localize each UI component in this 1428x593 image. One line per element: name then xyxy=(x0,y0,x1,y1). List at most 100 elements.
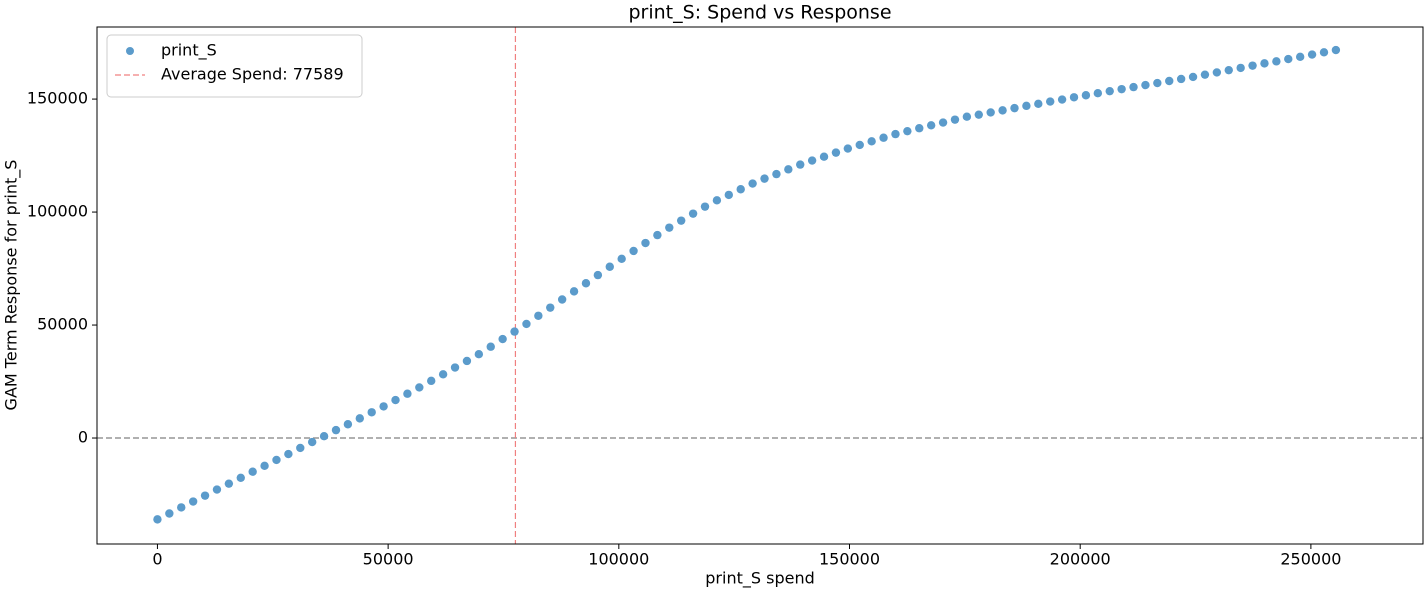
point xyxy=(1224,65,1233,75)
point xyxy=(260,461,269,471)
point xyxy=(879,133,888,142)
point xyxy=(1236,63,1245,73)
point xyxy=(1069,93,1079,102)
point xyxy=(1307,50,1317,59)
point xyxy=(224,479,234,488)
point xyxy=(986,108,995,117)
point xyxy=(855,140,864,150)
point xyxy=(1200,70,1210,79)
point xyxy=(427,376,436,386)
x-axis-label: print_S spend xyxy=(705,569,814,589)
legend-label: Average Spend: 77589 xyxy=(161,65,344,84)
point xyxy=(450,363,460,372)
point xyxy=(665,223,674,232)
point xyxy=(819,152,829,161)
point xyxy=(724,190,734,200)
point xyxy=(486,342,495,351)
point xyxy=(938,118,948,127)
point xyxy=(998,106,1007,115)
point xyxy=(248,467,257,476)
point xyxy=(962,112,972,121)
point xyxy=(510,327,519,336)
y-tick-label: 150000 xyxy=(27,89,88,108)
point xyxy=(760,174,769,183)
point xyxy=(1212,68,1222,77)
x-tick-label: 150000 xyxy=(819,550,880,569)
point xyxy=(474,349,484,359)
point xyxy=(617,254,626,264)
plot-frame xyxy=(96,26,1424,545)
x-tick-label: 0 xyxy=(152,550,162,569)
point xyxy=(1176,74,1186,84)
point xyxy=(926,121,936,130)
point xyxy=(629,246,638,256)
legend: print_S Average Spend: 77589 xyxy=(106,34,363,98)
point xyxy=(1331,45,1341,55)
point xyxy=(534,311,543,320)
point xyxy=(367,408,376,417)
point xyxy=(593,270,603,280)
point xyxy=(676,216,686,225)
point xyxy=(641,238,650,248)
point xyxy=(569,287,579,296)
point xyxy=(1057,95,1067,104)
point xyxy=(1153,78,1162,88)
x-tick-label: 250000 xyxy=(1280,550,1341,569)
point xyxy=(605,262,614,271)
point xyxy=(1034,99,1043,109)
point xyxy=(1165,76,1174,86)
y-tick-label: 0 xyxy=(78,428,88,447)
point xyxy=(296,443,305,453)
point xyxy=(1010,103,1019,113)
point xyxy=(796,160,805,169)
point xyxy=(498,334,507,344)
point xyxy=(581,279,591,288)
point xyxy=(1272,57,1281,66)
point xyxy=(236,473,245,482)
point xyxy=(188,497,198,506)
x-tick-label: 100000 xyxy=(588,550,649,569)
point xyxy=(557,295,567,304)
point xyxy=(1284,54,1293,64)
point xyxy=(1129,82,1138,92)
point xyxy=(165,509,174,518)
point xyxy=(1260,59,1269,68)
point xyxy=(1141,80,1150,90)
point xyxy=(331,425,341,435)
point xyxy=(1319,48,1329,57)
point xyxy=(1105,86,1114,96)
chart-title: print_S: Spend vs Response xyxy=(628,2,891,24)
point xyxy=(772,169,781,179)
point xyxy=(748,179,757,188)
point xyxy=(546,303,555,312)
point xyxy=(272,455,281,465)
point xyxy=(1081,91,1091,100)
legend-box xyxy=(106,34,363,98)
y-tick-label: 50000 xyxy=(37,315,88,334)
point xyxy=(343,420,353,429)
point xyxy=(784,165,793,174)
x-tick-label: 50000 xyxy=(363,550,414,569)
point xyxy=(867,137,876,146)
point xyxy=(915,124,924,133)
point xyxy=(903,126,912,136)
point xyxy=(700,202,710,211)
legend-label: print_S xyxy=(161,41,217,61)
point xyxy=(653,230,662,240)
point xyxy=(462,356,472,366)
legend-marker xyxy=(126,47,134,55)
point xyxy=(1022,101,1031,111)
point xyxy=(712,196,722,205)
point xyxy=(379,402,388,411)
point xyxy=(415,383,424,392)
point xyxy=(807,156,817,165)
point xyxy=(438,370,448,379)
x-tick-label: 200000 xyxy=(1050,550,1111,569)
point xyxy=(284,449,293,459)
point xyxy=(891,129,900,139)
point xyxy=(177,503,186,512)
point xyxy=(974,110,983,119)
point xyxy=(1046,97,1055,106)
